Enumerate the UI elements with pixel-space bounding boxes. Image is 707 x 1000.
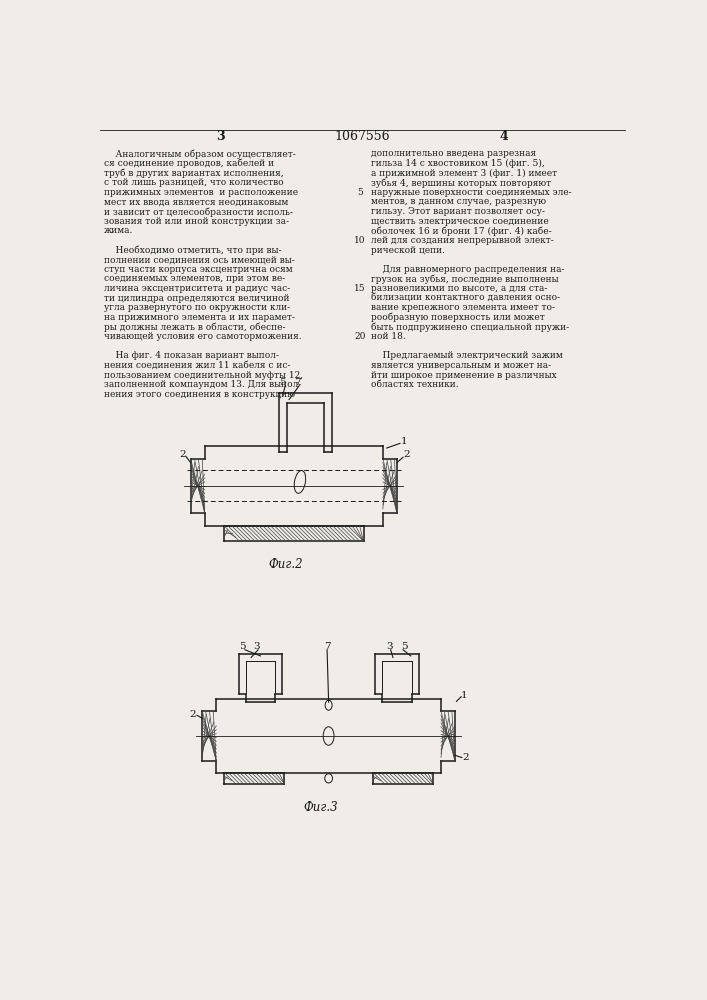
Text: рической цепи.: рической цепи. (371, 246, 445, 255)
Text: ся соединение проводов, кабелей и: ся соединение проводов, кабелей и (104, 159, 274, 168)
Text: 7: 7 (294, 378, 301, 387)
Text: Фиг.2: Фиг.2 (269, 558, 303, 571)
Text: чивающей условия его самоторможения.: чивающей условия его самоторможения. (104, 332, 301, 341)
Text: 3: 3 (386, 642, 392, 651)
Text: Предлагаемый электрический зажим: Предлагаемый электрический зажим (371, 351, 563, 360)
Text: 5: 5 (239, 642, 246, 651)
Text: 15: 15 (354, 284, 366, 293)
Text: 2: 2 (189, 710, 197, 719)
Text: является универсальным и может на-: является универсальным и может на- (371, 361, 551, 370)
Text: нения этого соединения в конструкцию: нения этого соединения в конструкцию (104, 390, 295, 399)
Text: 10: 10 (354, 236, 366, 245)
Text: ти цилиндра определяются величиной: ти цилиндра определяются величиной (104, 294, 289, 303)
Text: 2: 2 (462, 753, 469, 762)
Text: труб в других вариантах исполнения,: труб в других вариантах исполнения, (104, 169, 284, 178)
Text: 1: 1 (461, 691, 467, 700)
Text: дополнительно введена разрезная: дополнительно введена разрезная (371, 149, 537, 158)
Text: соединяемых элементов, при этом ве-: соединяемых элементов, при этом ве- (104, 274, 285, 283)
Text: Фиг.3: Фиг.3 (303, 801, 338, 814)
Text: гильзу. Этот вариант позволяет осу-: гильзу. Этот вариант позволяет осу- (371, 207, 545, 216)
Text: грузок на зубья, последние выполнены: грузок на зубья, последние выполнены (371, 274, 559, 284)
Text: областях техники.: областях техники. (371, 380, 459, 389)
Text: оболочек 16 и брони 17 (фиг. 4) кабе-: оболочек 16 и брони 17 (фиг. 4) кабе- (371, 226, 552, 236)
Text: с той лишь разницей, что количество: с той лишь разницей, что количество (104, 178, 284, 187)
Text: 7: 7 (324, 642, 330, 651)
Text: 3: 3 (216, 130, 224, 143)
Text: 20: 20 (354, 332, 366, 341)
Text: полнении соединения ось имеющей вы-: полнении соединения ось имеющей вы- (104, 255, 295, 264)
Text: ществить электрическое соединение: ществить электрическое соединение (371, 217, 549, 226)
Text: угла развернутого по окружности кли-: угла развернутого по окружности кли- (104, 303, 290, 312)
Text: ментов, в данном случае, разрезную: ментов, в данном случае, разрезную (371, 197, 547, 206)
Text: 2: 2 (403, 450, 409, 459)
Text: 2: 2 (180, 450, 186, 459)
Text: нения соединения жил 11 кабеля с ис-: нения соединения жил 11 кабеля с ис- (104, 361, 291, 370)
Text: гильза 14 с хвостовиком 15 (фиг. 5),: гильза 14 с хвостовиком 15 (фиг. 5), (371, 159, 545, 168)
Text: рообразную поверхность или может: рообразную поверхность или может (371, 313, 545, 322)
Text: на прижимного элемента и их парамет-: на прижимного элемента и их парамет- (104, 313, 295, 322)
Text: ной 18.: ной 18. (371, 332, 406, 341)
Text: Необходимо отметить, что при вы-: Необходимо отметить, что при вы- (104, 246, 281, 255)
Text: и зависит от целесообразности исполь-: и зависит от целесообразности исполь- (104, 207, 293, 217)
Text: быть подпружинено специальной пружи-: быть подпружинено специальной пружи- (371, 323, 569, 332)
Text: 5: 5 (402, 642, 408, 651)
Text: 5: 5 (279, 378, 286, 387)
Text: На фиг. 4 показан вариант выпол-: На фиг. 4 показан вариант выпол- (104, 351, 279, 360)
Text: наружные поверхности соединяемых эле-: наружные поверхности соединяемых эле- (371, 188, 572, 197)
Text: Для равномерного распределения на-: Для равномерного распределения на- (371, 265, 565, 274)
Text: 3: 3 (253, 642, 260, 651)
Text: зубья 4, вершины которых повторяют: зубья 4, вершины которых повторяют (371, 178, 551, 188)
Text: билизации контактного давления осно-: билизации контактного давления осно- (371, 294, 561, 303)
Text: 4: 4 (499, 130, 508, 143)
Text: а прижимной элемент 3 (фиг. 1) имеет: а прижимной элемент 3 (фиг. 1) имеет (371, 169, 557, 178)
Text: жима.: жима. (104, 226, 133, 235)
Text: ступ части корпуса эксцентрична осям: ступ части корпуса эксцентрична осям (104, 265, 293, 274)
Text: 5: 5 (357, 188, 363, 197)
Text: вание крепежного элемента имеет то-: вание крепежного элемента имеет то- (371, 303, 555, 312)
Text: Аналогичным образом осуществляет-: Аналогичным образом осуществляет- (104, 149, 296, 159)
Text: личина эксцентриситета и радиус час-: личина эксцентриситета и радиус час- (104, 284, 290, 293)
Text: прижимных элементов  и расположение: прижимных элементов и расположение (104, 188, 298, 197)
Text: заполненной компаундом 13. Для выпол-: заполненной компаундом 13. Для выпол- (104, 380, 301, 389)
Text: 1067556: 1067556 (334, 130, 390, 143)
Text: разновеликими по высоте, а для ста-: разновеликими по высоте, а для ста- (371, 284, 548, 293)
Text: 1: 1 (402, 437, 408, 446)
Text: йти широкое применение в различных: йти широкое применение в различных (371, 371, 557, 380)
Text: мест их ввода является неодинаковым: мест их ввода является неодинаковым (104, 197, 288, 206)
Text: лей для создания непрерывной элект-: лей для создания непрерывной элект- (371, 236, 554, 245)
Text: пользованием соединительной муфты 12,: пользованием соединительной муфты 12, (104, 371, 303, 380)
Text: ры должны лежать в области, обеспе-: ры должны лежать в области, обеспе- (104, 323, 286, 332)
Text: зования той или иной конструкции за-: зования той или иной конструкции за- (104, 217, 289, 226)
